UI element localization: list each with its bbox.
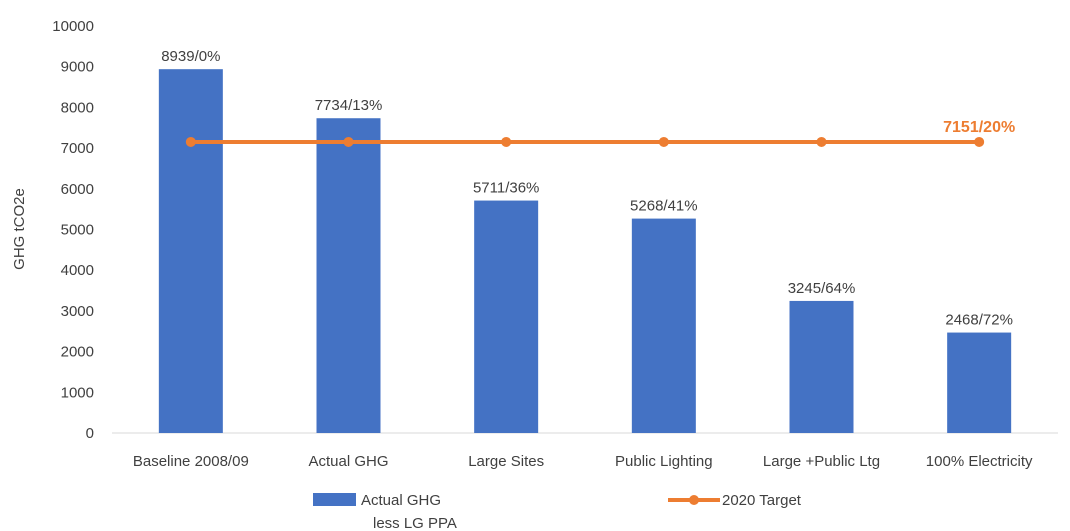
x-tick-label: Public Lighting (615, 453, 713, 470)
y-tick-label: 1000 (61, 384, 94, 401)
x-tick-label: Large +Public Ltg (763, 453, 880, 470)
legend: Actual GHG less LG PPA 2020 Target (313, 492, 802, 531)
x-tick-label: 100% Electricity (926, 453, 1033, 470)
bar (158, 69, 223, 433)
target-point (501, 136, 512, 147)
legend-target-label: 2020 Target (722, 492, 802, 509)
legend-bar-label-line2: less LG PPA (373, 515, 457, 531)
bar-data-label: 5711/36% (473, 180, 539, 197)
x-tick-label: Actual GHG (308, 453, 388, 470)
bar (316, 118, 381, 433)
y-tick-label: 9000 (61, 59, 94, 76)
target-point (816, 136, 827, 147)
y-tick-label: 8000 (61, 99, 94, 116)
y-tick-label: 7000 (61, 140, 94, 157)
y-tick-label: 4000 (61, 262, 94, 279)
y-tick-label: 5000 (61, 222, 94, 239)
target-point (658, 136, 669, 147)
y-tick-label: 2000 (61, 344, 94, 361)
legend-bar-swatch (313, 493, 356, 506)
bar-data-label: 7734/13% (315, 97, 383, 114)
legend-bar-label-line1: Actual GHG (361, 492, 441, 509)
bar (947, 332, 1012, 433)
target-point (185, 136, 196, 147)
bar-data-label: 3245/64% (788, 280, 856, 297)
target-data-label: 7151/20% (943, 119, 1015, 136)
bar (789, 300, 854, 433)
bar-data-label: 8939/0% (161, 48, 220, 65)
legend-target-marker (689, 495, 699, 505)
bar-data-label: 2468/72% (945, 312, 1013, 329)
x-tick-label: Baseline 2008/09 (133, 453, 249, 470)
bar (474, 200, 539, 433)
target-point (343, 136, 354, 147)
y-axis-label: GHG tCO2e (11, 188, 28, 270)
target-point (974, 136, 985, 147)
y-tick-label: 0 (86, 425, 94, 442)
y-tick-label: 10000 (52, 18, 94, 35)
y-tick-label: 6000 (61, 181, 94, 198)
x-tick-label: Large Sites (468, 453, 544, 470)
bar-data-label: 5268/41% (630, 198, 698, 215)
y-tick-label: 3000 (61, 303, 94, 320)
bar (631, 218, 696, 433)
